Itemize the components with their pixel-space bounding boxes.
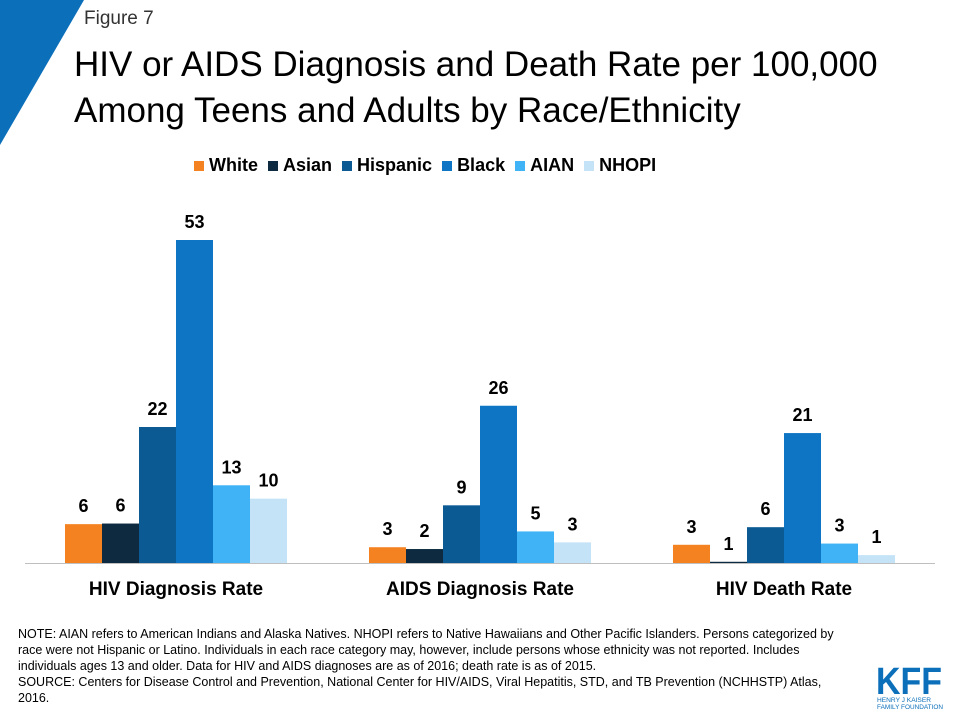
data-label: 9	[456, 477, 466, 497]
footnote: NOTE: AIAN refers to American Indians an…	[18, 626, 838, 706]
legend-swatch	[515, 160, 526, 171]
data-label: 53	[184, 212, 204, 232]
x-tick-label: HIV Death Rate	[716, 579, 852, 600]
bar-aian	[213, 485, 250, 563]
legend-label: Black	[457, 155, 506, 175]
legend-item-black: Black	[442, 155, 505, 176]
bar-hispanic	[443, 505, 480, 563]
chart-title-line1: HIV or AIDS Diagnosis and Death Rate per…	[74, 45, 878, 84]
legend-item-aian: AIAN	[515, 155, 574, 176]
source-text: SOURCE: Centers for Disease Control and …	[18, 675, 822, 705]
legend-label: NHOPI	[599, 155, 657, 175]
legend-item-nhopi: NHOPI	[584, 155, 656, 176]
legend-label: White	[209, 155, 258, 175]
bar-nhopi	[858, 555, 895, 563]
bar-aian	[821, 543, 858, 563]
logo-line2: FAMILY FOUNDATION	[877, 704, 943, 711]
x-tick-label: AIDS Diagnosis Rate	[386, 579, 574, 600]
bar-white	[65, 524, 102, 563]
bar-nhopi	[554, 542, 591, 563]
data-label: 3	[686, 517, 696, 537]
bar-asian	[710, 561, 747, 563]
legend-label: Hispanic	[357, 155, 433, 175]
figure-label: Figure 7	[84, 8, 154, 29]
legend-swatch	[442, 160, 453, 171]
legend-swatch	[268, 160, 278, 171]
corner-triangle-decoration	[0, 0, 84, 145]
bar-hispanic	[747, 527, 784, 563]
bar-black	[480, 405, 517, 563]
data-label: 26	[488, 378, 508, 398]
bar-asian	[406, 549, 443, 563]
data-label: 6	[78, 496, 88, 516]
legend-item-white: White	[194, 155, 258, 176]
data-label: 3	[382, 519, 392, 539]
legend-item-hispanic: Hispanic	[342, 155, 432, 176]
bar-black	[784, 433, 821, 563]
bar-white	[673, 544, 710, 563]
bar-asian	[102, 523, 139, 563]
x-tick-label: HIV Diagnosis Rate	[89, 579, 263, 600]
data-label: 1	[871, 527, 881, 547]
bar-nhopi	[250, 498, 287, 563]
data-label: 3	[567, 514, 577, 534]
legend-item-asian: Asian	[268, 155, 332, 176]
data-label: 21	[792, 405, 812, 425]
note-text: NOTE: AIAN refers to American Indians an…	[18, 627, 834, 673]
legend-swatch	[584, 160, 595, 171]
bar-hispanic	[139, 427, 176, 563]
legend-swatch	[342, 160, 353, 171]
legend-swatch	[194, 160, 204, 171]
data-label: 1	[723, 534, 733, 554]
data-label: 13	[221, 457, 241, 477]
bar-black	[176, 240, 213, 563]
data-label: 2	[419, 521, 429, 541]
bar-aian	[517, 531, 554, 563]
data-label: 6	[115, 496, 125, 516]
data-label: 10	[258, 471, 278, 491]
chart-legend: White Asian Hispanic Black AIAN NHOPI	[194, 155, 666, 176]
legend-label: AIAN	[530, 155, 575, 175]
logo-mark: KFF	[876, 661, 942, 703]
kff-logo: KFF HENRY J KAISER FAMILY FOUNDATION	[876, 661, 943, 711]
data-label: 22	[147, 399, 167, 419]
bar-white	[369, 547, 406, 563]
data-label: 3	[834, 516, 844, 536]
chart-title: HIV or AIDS Diagnosis and Death Rate per…	[74, 42, 954, 134]
legend-label: Asian	[283, 155, 333, 175]
chart-title-line2: Among Teens and Adults by Race/Ethnicity	[74, 91, 741, 130]
data-label: 5	[530, 503, 540, 523]
logo-line1: HENRY J KAISER	[877, 697, 931, 704]
data-label: 6	[760, 499, 770, 519]
